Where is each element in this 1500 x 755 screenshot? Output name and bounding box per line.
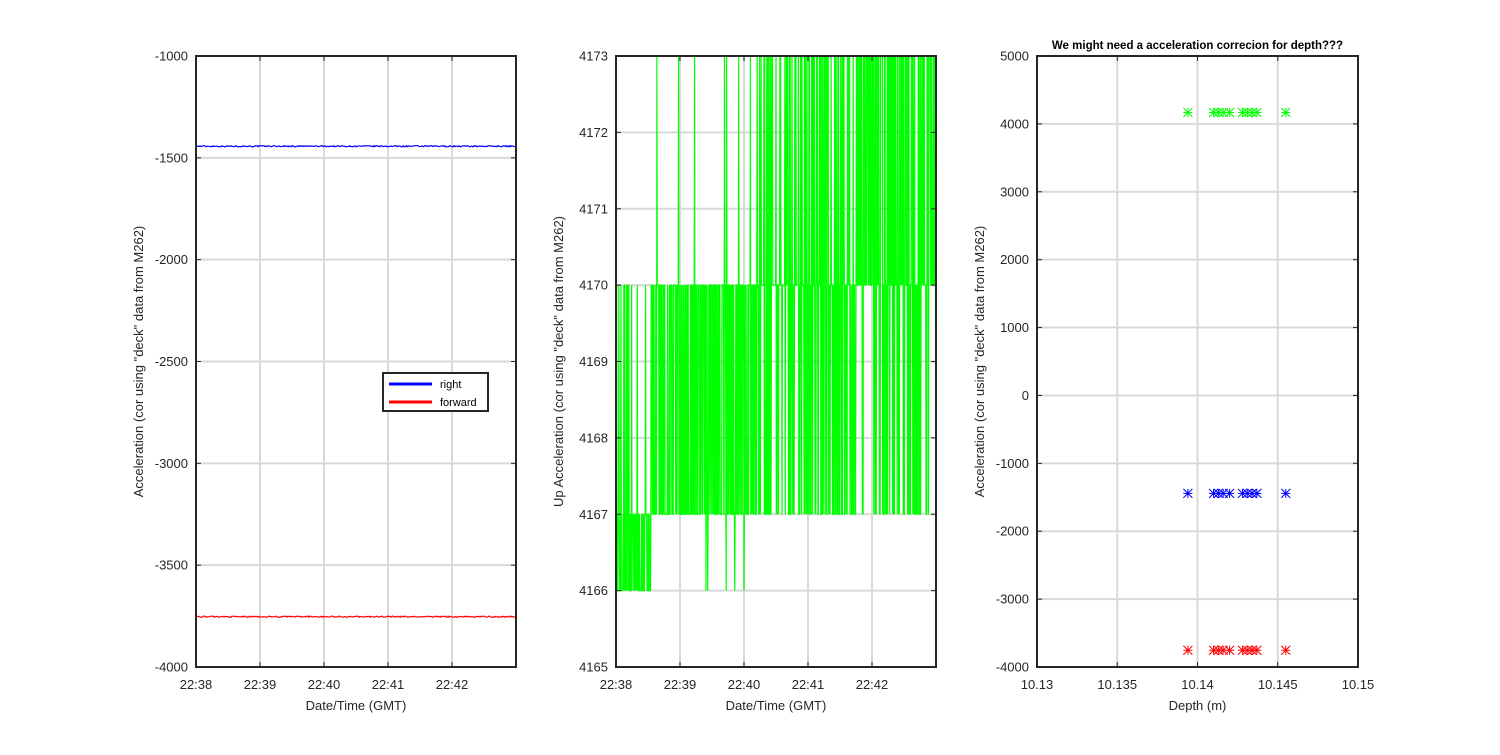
y-tick-label: -2000 bbox=[996, 524, 1029, 539]
legend-box bbox=[382, 372, 489, 412]
ticks: 22:38 22:39 22:40 22:41 22:42 4165 4166 4167 416… bbox=[579, 49, 936, 692]
x-tick-label: 22:39 bbox=[244, 677, 277, 692]
x-axis-label: Depth (m) bbox=[1169, 698, 1227, 713]
y-tick-label: 4166 bbox=[579, 583, 608, 598]
x-tick-label: 22:42 bbox=[436, 677, 469, 692]
scatter-point bbox=[1247, 107, 1257, 118]
y-axis-label: Up Acceleration (cor using "deck" data f… bbox=[551, 216, 566, 507]
series-line-up bbox=[616, 56, 936, 592]
scatter-point bbox=[1237, 645, 1248, 656]
x-tick-label: 22:41 bbox=[792, 677, 825, 692]
scatter-series-0 bbox=[1183, 107, 1291, 118]
scatter-series-2 bbox=[1183, 645, 1291, 656]
series-line-forward bbox=[196, 615, 516, 619]
x-tick-label: 10.145 bbox=[1258, 677, 1298, 692]
x-axis-label: Date/Time (GMT) bbox=[306, 698, 407, 713]
scatter-series-1 bbox=[1183, 488, 1291, 499]
y-axis-label: Acceleration (cor using "deck" data from… bbox=[972, 226, 987, 498]
scatter-point bbox=[1224, 645, 1235, 656]
y-tick-label: 4167 bbox=[579, 507, 608, 522]
y-tick-label: 2000 bbox=[1000, 252, 1029, 267]
scatter-point bbox=[1252, 488, 1262, 499]
scatter-point bbox=[1224, 488, 1235, 499]
scatter-point bbox=[1247, 645, 1257, 656]
scatter-point bbox=[1224, 107, 1235, 118]
panel-right-depth: 10.13 10.135 10.14 10.145 10.15 -4000 -3000 -20… bbox=[972, 40, 1374, 713]
legend-label-forward: forward bbox=[440, 397, 477, 409]
y-tick-label: -2000 bbox=[155, 252, 188, 267]
y-tick-label: 4168 bbox=[579, 430, 608, 445]
legend-label-right: right bbox=[440, 379, 461, 391]
y-tick-label: 3000 bbox=[1000, 184, 1029, 199]
x-tick-label: 22:42 bbox=[856, 677, 889, 692]
x-axis-label: Date/Time (GMT) bbox=[726, 698, 827, 713]
x-tick-label: 22:38 bbox=[600, 677, 633, 692]
x-tick-label: 10.135 bbox=[1097, 677, 1137, 692]
x-tick-label: 10.15 bbox=[1342, 677, 1375, 692]
x-tick-label: 10.14 bbox=[1181, 677, 1214, 692]
scatter-point bbox=[1252, 107, 1262, 118]
y-tick-label: 5000 bbox=[1000, 49, 1029, 64]
y-tick-label: -3000 bbox=[155, 456, 188, 471]
y-tick-label: 1000 bbox=[1000, 320, 1029, 335]
y-tick-label: -1000 bbox=[996, 456, 1029, 471]
x-tick-label: 22:41 bbox=[372, 677, 405, 692]
y-tick-label: -3000 bbox=[996, 592, 1029, 607]
plot-area bbox=[1183, 107, 1291, 656]
ticks: 10.13 10.135 10.14 10.145 10.15 -4000 -3000 -20… bbox=[996, 49, 1375, 693]
y-tick-label: -4000 bbox=[155, 660, 188, 675]
scatter-point bbox=[1183, 645, 1193, 656]
y-tick-label: 4170 bbox=[579, 278, 608, 293]
grid bbox=[196, 56, 516, 667]
scatter-point bbox=[1183, 488, 1193, 499]
grid bbox=[1037, 56, 1358, 667]
x-tick-label: 22:38 bbox=[180, 677, 213, 692]
scatter-point bbox=[1213, 107, 1224, 118]
series-line-right bbox=[196, 144, 516, 148]
scatter-point bbox=[1252, 645, 1262, 656]
ticks: 22:38 22:39 22:40 22:41 22:42 -4000 -3500 -3000… bbox=[155, 49, 516, 692]
chart-title: We might need a acceleration correcion f… bbox=[1052, 40, 1343, 52]
y-tick-label: 4173 bbox=[579, 49, 608, 64]
scatter-point bbox=[1247, 488, 1257, 499]
x-tick-label: 22:40 bbox=[728, 677, 761, 692]
x-tick-label: 10.13 bbox=[1021, 677, 1054, 692]
y-axis-label: Acceleration (cor using "deck" data from… bbox=[131, 226, 146, 498]
scatter-point bbox=[1280, 488, 1291, 499]
y-tick-label: -3500 bbox=[155, 558, 188, 573]
x-tick-label: 22:40 bbox=[308, 677, 341, 692]
scatter-point bbox=[1237, 107, 1248, 118]
y-tick-label: -1500 bbox=[155, 150, 188, 165]
x-tick-label: 22:39 bbox=[664, 677, 697, 692]
scatter-point bbox=[1208, 645, 1219, 656]
scatter-point bbox=[1280, 645, 1291, 656]
plot-area bbox=[616, 56, 936, 592]
y-tick-label: -1000 bbox=[155, 49, 188, 64]
y-tick-label: 4165 bbox=[579, 660, 608, 675]
y-tick-label: 4172 bbox=[579, 125, 608, 140]
y-tick-label: 4000 bbox=[1000, 116, 1029, 131]
y-tick-label: 0 bbox=[1022, 388, 1029, 403]
scatter-point bbox=[1183, 107, 1193, 118]
y-tick-label: -4000 bbox=[996, 660, 1029, 675]
scatter-point bbox=[1280, 107, 1291, 118]
panel-middle-up: 22:38 22:39 22:40 22:41 22:42 4165 4166 4167 416… bbox=[551, 49, 937, 713]
scatter-point bbox=[1213, 488, 1224, 499]
y-tick-label: -2500 bbox=[155, 354, 188, 369]
panel-left-right-forward: 22:38 22:39 22:40 22:41 22:42 -4000 -3500 -3000… bbox=[131, 49, 517, 713]
plot-area bbox=[196, 144, 516, 619]
y-tick-label: 4171 bbox=[579, 201, 608, 216]
legend: right forward bbox=[382, 372, 489, 412]
y-tick-label: 4169 bbox=[579, 354, 608, 369]
